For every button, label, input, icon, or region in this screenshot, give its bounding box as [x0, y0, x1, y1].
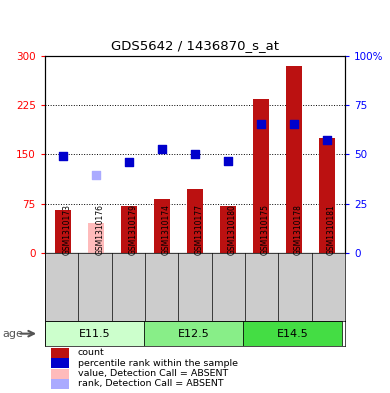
- Text: GSM1310176: GSM1310176: [96, 204, 105, 255]
- Text: rank, Detection Call = ABSENT: rank, Detection Call = ABSENT: [78, 379, 223, 388]
- Bar: [51, 379, 69, 389]
- Bar: [121, 206, 137, 253]
- Bar: [88, 223, 104, 253]
- Bar: [51, 369, 69, 378]
- Text: E14.5: E14.5: [277, 329, 308, 339]
- Bar: [286, 66, 302, 253]
- Text: GSM1310181: GSM1310181: [327, 204, 336, 255]
- Point: [60, 152, 66, 159]
- Bar: [220, 206, 236, 253]
- Bar: [144, 321, 243, 346]
- Text: E12.5: E12.5: [177, 329, 209, 339]
- Text: GSM1310175: GSM1310175: [261, 204, 270, 255]
- Bar: [187, 189, 203, 253]
- Text: GSM1310177: GSM1310177: [195, 204, 204, 255]
- Point: [225, 158, 231, 164]
- Text: age: age: [2, 329, 23, 339]
- Bar: [243, 321, 342, 346]
- Text: GDS5642 / 1436870_s_at: GDS5642 / 1436870_s_at: [111, 39, 279, 52]
- Text: GSM1310179: GSM1310179: [129, 204, 138, 255]
- Text: GSM1310180: GSM1310180: [228, 204, 237, 255]
- Bar: [253, 99, 269, 253]
- Text: GSM1310174: GSM1310174: [162, 204, 171, 255]
- Text: percentile rank within the sample: percentile rank within the sample: [78, 359, 238, 368]
- Point: [258, 121, 264, 127]
- Bar: [51, 348, 69, 358]
- Text: E11.5: E11.5: [78, 329, 110, 339]
- Text: value, Detection Call = ABSENT: value, Detection Call = ABSENT: [78, 369, 228, 378]
- Text: count: count: [78, 349, 105, 358]
- Bar: [319, 138, 335, 253]
- Text: GSM1310178: GSM1310178: [294, 204, 303, 255]
- Bar: [154, 199, 170, 253]
- Point: [93, 172, 99, 178]
- Point: [291, 121, 297, 127]
- Bar: [45, 321, 144, 346]
- Point: [192, 151, 198, 158]
- Point: [159, 146, 165, 152]
- Bar: [51, 358, 69, 368]
- Text: GSM1310173: GSM1310173: [63, 204, 72, 255]
- Point: [324, 137, 330, 143]
- Point: [126, 159, 132, 165]
- Bar: [55, 210, 71, 253]
